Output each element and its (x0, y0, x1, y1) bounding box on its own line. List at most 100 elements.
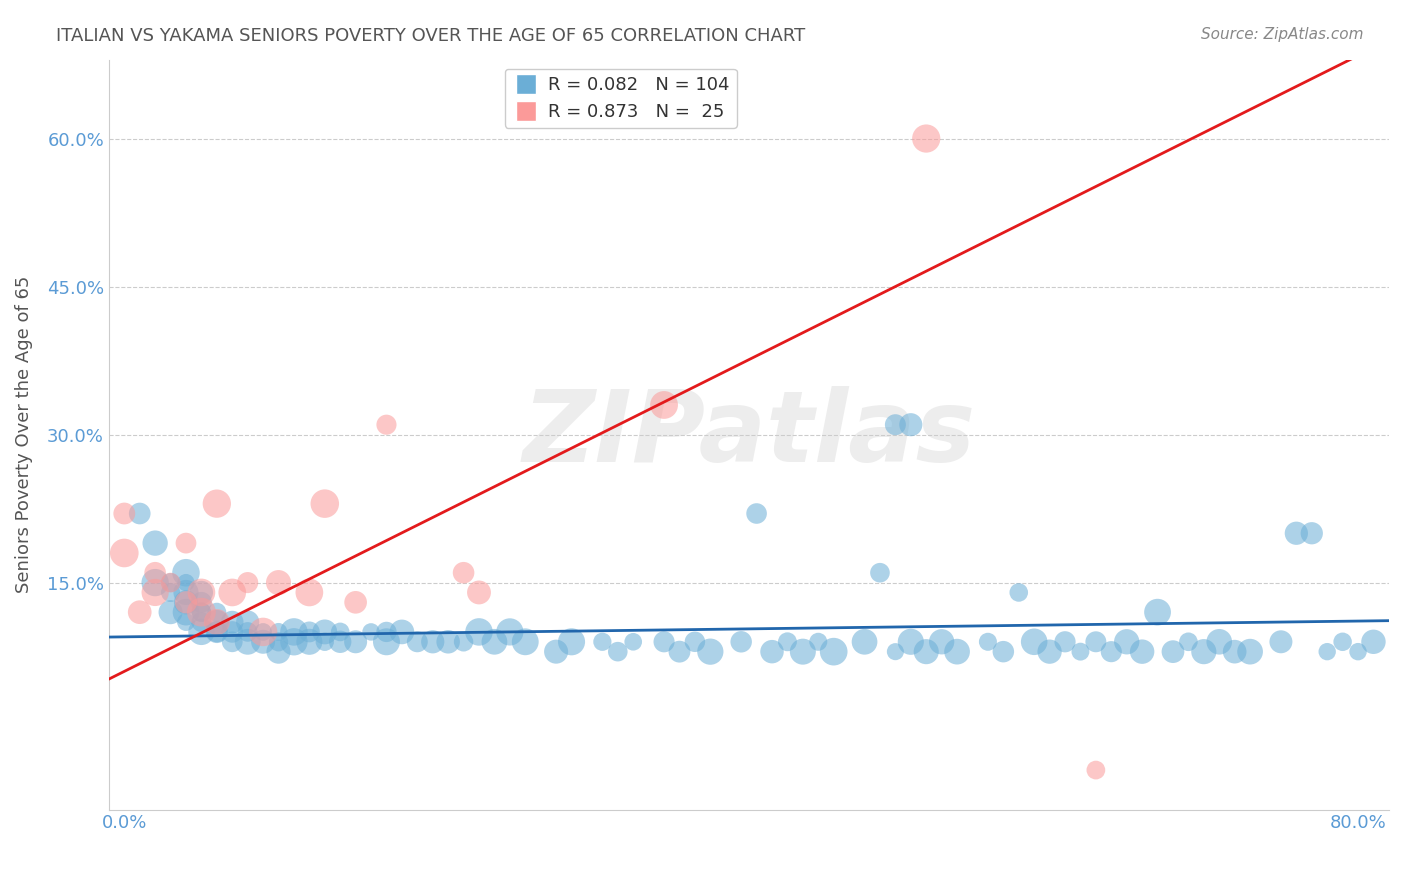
Point (993, 645, 1015, 659)
Point (205, 497, 228, 511)
Point (499, 624, 522, 639)
Point (1192, 645, 1215, 659)
Point (792, 645, 814, 659)
Point (1177, 634, 1199, 648)
Point (298, 585, 321, 599)
Point (190, 585, 212, 599)
Point (375, 624, 398, 639)
Point (437, 634, 460, 648)
Point (344, 595, 367, 609)
Point (252, 634, 274, 648)
Point (946, 645, 969, 659)
Point (1331, 634, 1354, 648)
Point (1084, 763, 1107, 777)
Point (205, 624, 228, 639)
Point (283, 634, 305, 648)
Point (1008, 585, 1031, 599)
Point (267, 645, 290, 659)
Point (1130, 645, 1153, 659)
Point (174, 536, 197, 550)
Point (205, 615, 228, 629)
Y-axis label: Seniors Poverty Over the Age of 65: Seniors Poverty Over the Age of 65 (15, 276, 32, 593)
Point (190, 605, 212, 619)
Point (560, 634, 582, 648)
Text: Source: ZipAtlas.com: Source: ZipAtlas.com (1201, 27, 1364, 42)
Point (652, 634, 675, 648)
Point (128, 507, 150, 521)
Point (314, 624, 336, 639)
Point (112, 507, 135, 521)
Point (205, 605, 228, 619)
Point (776, 634, 799, 648)
Point (252, 624, 274, 639)
Point (683, 634, 706, 648)
Point (853, 634, 876, 648)
Point (652, 398, 675, 412)
Point (314, 497, 336, 511)
Point (1099, 645, 1122, 659)
Point (591, 634, 613, 648)
Point (267, 634, 290, 648)
Point (761, 645, 783, 659)
Point (190, 585, 212, 599)
Point (546, 645, 568, 659)
Point (375, 634, 398, 648)
Point (190, 615, 212, 629)
Point (267, 575, 290, 590)
Point (236, 624, 259, 639)
Point (1115, 634, 1137, 648)
Point (1161, 645, 1184, 659)
Point (190, 605, 212, 619)
Point (298, 634, 321, 648)
Point (1039, 645, 1062, 659)
Point (1084, 634, 1107, 648)
Point (190, 605, 212, 619)
Point (174, 595, 197, 609)
Point (453, 634, 475, 648)
Point (915, 645, 938, 659)
Point (344, 634, 367, 648)
Point (1208, 634, 1230, 648)
Point (112, 546, 135, 560)
Point (915, 131, 938, 145)
Point (1223, 645, 1246, 659)
Point (252, 624, 274, 639)
Point (128, 605, 150, 619)
Text: ZIPatlas: ZIPatlas (522, 386, 976, 483)
Point (190, 624, 212, 639)
Point (221, 615, 243, 629)
Point (205, 615, 228, 629)
Point (174, 585, 197, 599)
Point (406, 634, 429, 648)
Point (1024, 634, 1046, 648)
Point (1069, 645, 1091, 659)
Point (283, 624, 305, 639)
Point (375, 417, 398, 432)
Point (159, 605, 181, 619)
Point (745, 507, 768, 521)
Point (1285, 526, 1308, 541)
Point (668, 645, 690, 659)
Point (159, 575, 181, 590)
Point (977, 634, 1000, 648)
Point (1239, 645, 1261, 659)
Point (174, 575, 197, 590)
Point (221, 624, 243, 639)
Point (1301, 526, 1323, 541)
Point (190, 595, 212, 609)
Point (391, 624, 413, 639)
Point (621, 634, 644, 648)
Point (884, 417, 907, 432)
Point (900, 417, 922, 432)
Point (453, 566, 475, 580)
Point (159, 585, 181, 599)
Point (1316, 645, 1339, 659)
Point (468, 624, 491, 639)
Point (329, 634, 352, 648)
Point (1362, 634, 1385, 648)
Point (869, 566, 891, 580)
Point (221, 585, 243, 599)
Point (236, 575, 259, 590)
Point (699, 645, 721, 659)
Point (314, 634, 336, 648)
